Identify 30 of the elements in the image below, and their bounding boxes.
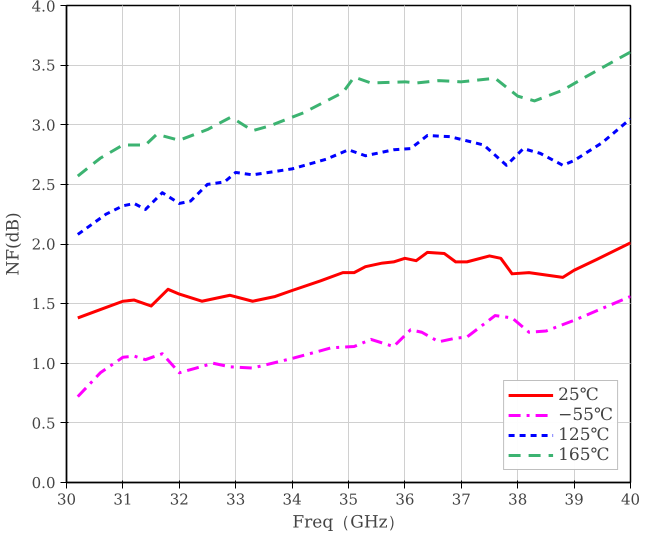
line-series (76, 117, 630, 236)
line-series (76, 294, 630, 398)
x-tick-label: 35 (338, 490, 358, 508)
x-axis-title: Freq（GHz） (292, 512, 405, 532)
x-tick-label: 31 (113, 490, 132, 508)
y-tick-label: 2.5 (32, 176, 56, 194)
x-tick-label: 36 (395, 490, 414, 508)
y-tick-label: 1.5 (32, 295, 56, 314)
legend-label: 125℃ (558, 425, 610, 445)
x-tick-label: 40 (620, 490, 640, 508)
y-tick-label: 2.0 (32, 236, 56, 254)
x-tick-label: 32 (170, 490, 189, 508)
line-series (76, 241, 630, 320)
x-tick-label: 33 (226, 490, 246, 508)
legend-label: 165℃ (558, 445, 610, 465)
x-tick-label: 39 (564, 490, 584, 508)
y-tick-label: 0.0 (32, 474, 56, 492)
legend-label: 25℃ (558, 385, 599, 405)
y-axis-title: NF(dB) (4, 212, 24, 276)
y-tick-label: 4.0 (32, 0, 56, 16)
line-series (76, 50, 630, 178)
x-tick-label: 38 (508, 490, 528, 508)
y-tick-label: 3.5 (32, 56, 56, 75)
x-tick-label: 37 (452, 490, 471, 508)
x-tick-label: 34 (282, 490, 302, 508)
y-tick-label: 3.0 (32, 116, 56, 134)
y-tick-label: 1.0 (32, 354, 56, 373)
y-tick-label: 0.5 (32, 414, 56, 432)
x-tick-label: 30 (56, 490, 76, 508)
legend-label: −55℃ (558, 405, 613, 425)
